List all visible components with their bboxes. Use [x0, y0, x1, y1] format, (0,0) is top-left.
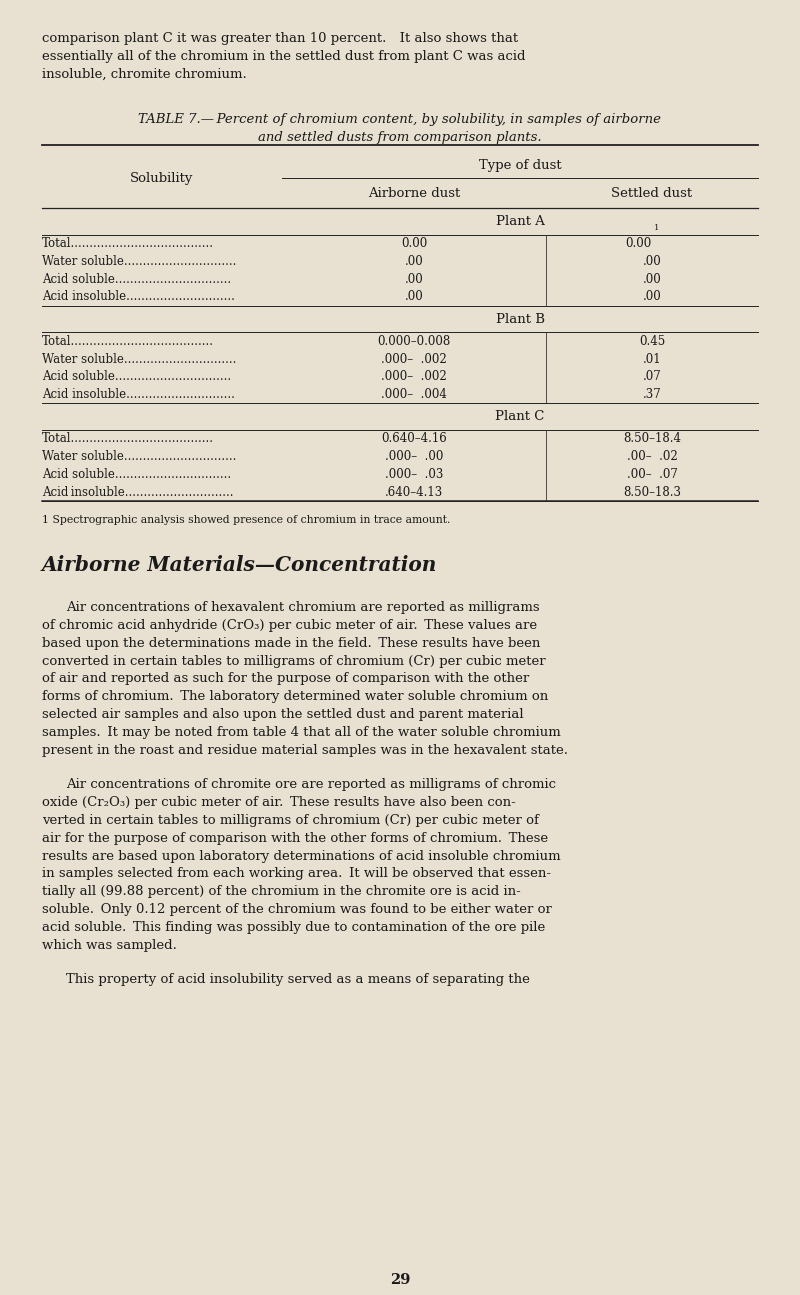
Text: 8.50–18.3: 8.50–18.3: [623, 486, 681, 499]
Text: tially all (99.88 percent) of the chromium in the chromite ore is acid in-: tially all (99.88 percent) of the chromi…: [42, 886, 521, 899]
Text: Acid insoluble.............................: Acid insoluble..........................…: [42, 486, 234, 499]
Text: .00: .00: [405, 290, 423, 303]
Text: .000–  .002: .000– .002: [381, 352, 447, 365]
Text: Airborne dust: Airborne dust: [368, 186, 460, 199]
Text: TABLE 7.— Percent of chromium content, by solubility, in samples of airborne: TABLE 7.— Percent of chromium content, b…: [138, 114, 662, 127]
Text: .00: .00: [642, 273, 662, 286]
Text: of chromic acid anhydride (CrO₃) per cubic meter of air. These values are: of chromic acid anhydride (CrO₃) per cub…: [42, 619, 537, 632]
Text: results are based upon laboratory determinations of acid insoluble chromium: results are based upon laboratory determ…: [42, 850, 561, 862]
Text: Plant B: Plant B: [495, 313, 545, 326]
Text: 0.00: 0.00: [626, 237, 652, 250]
Text: samples. It may be noted from table 4 that all of the water soluble chromium: samples. It may be noted from table 4 th…: [42, 725, 561, 738]
Text: selected air samples and also upon the settled dust and parent material: selected air samples and also upon the s…: [42, 708, 524, 721]
Text: converted in certain tables to milligrams of chromium (Cr) per cubic meter: converted in certain tables to milligram…: [42, 654, 546, 667]
Text: Acid soluble...............................: Acid soluble............................…: [42, 370, 231, 383]
Text: .000–  .03: .000– .03: [385, 467, 443, 480]
Text: soluble. Only 0.12 percent of the chromium was found to be either water or: soluble. Only 0.12 percent of the chromi…: [42, 903, 552, 916]
Text: Water soluble..............................: Water soluble...........................…: [42, 451, 236, 464]
Text: forms of chromium. The laboratory determined water soluble chromium on: forms of chromium. The laboratory determ…: [42, 690, 548, 703]
Text: 8.50–18.4: 8.50–18.4: [623, 433, 681, 445]
Text: Water soluble..............................: Water soluble...........................…: [42, 255, 236, 268]
Text: air for the purpose of comparison with the other forms of chromium. These: air for the purpose of comparison with t…: [42, 831, 548, 844]
Text: present in the roast and residue material samples was in the hexavalent state.: present in the roast and residue materia…: [42, 743, 568, 756]
Text: .07: .07: [642, 370, 662, 383]
Text: oxide (Cr₂O₃) per cubic meter of air. These results have also been con-: oxide (Cr₂O₃) per cubic meter of air. Th…: [42, 796, 516, 809]
Text: .00–  .07: .00– .07: [626, 467, 678, 480]
Text: Solubility: Solubility: [130, 171, 194, 185]
Text: .640–4.13: .640–4.13: [385, 486, 443, 499]
Text: .01: .01: [642, 352, 662, 365]
Text: Acid soluble...............................: Acid soluble............................…: [42, 467, 231, 480]
Text: 1 Spectrographic analysis showed presence of chromium in trace amount.: 1 Spectrographic analysis showed presenc…: [42, 515, 450, 526]
Text: Settled dust: Settled dust: [611, 186, 693, 199]
Text: .00–  .02: .00– .02: [626, 451, 678, 464]
Text: comparison plant C it was greater than 10 percent. It also shows that: comparison plant C it was greater than 1…: [42, 32, 518, 45]
Text: Acid insoluble.............................: Acid insoluble..........................…: [42, 290, 235, 303]
Text: which was sampled.: which was sampled.: [42, 939, 177, 952]
Text: Water soluble..............................: Water soluble...........................…: [42, 352, 236, 365]
Text: based upon the determinations made in the field. These results have been: based upon the determinations made in th…: [42, 637, 540, 650]
Text: .000–  .00: .000– .00: [385, 451, 443, 464]
Text: acid soluble. This finding was possibly due to contamination of the ore pile: acid soluble. This finding was possibly …: [42, 921, 546, 934]
Text: 0.640–4.16: 0.640–4.16: [381, 433, 447, 445]
Text: Total......................................: Total...................................…: [42, 433, 214, 445]
Text: .000–  .002: .000– .002: [381, 370, 447, 383]
Text: Plant A: Plant A: [495, 215, 545, 228]
Text: .00: .00: [642, 290, 662, 303]
Text: Air concentrations of hexavalent chromium are reported as milligrams: Air concentrations of hexavalent chromiu…: [66, 601, 540, 614]
Text: .00: .00: [405, 273, 423, 286]
Text: .000–  .004: .000– .004: [381, 388, 447, 401]
Text: Airborne Materials—Concentration: Airborne Materials—Concentration: [42, 556, 438, 575]
Text: .00: .00: [405, 255, 423, 268]
Text: Total......................................: Total...................................…: [42, 237, 214, 250]
Text: and settled dusts from comparison plants.: and settled dusts from comparison plants…: [258, 131, 542, 144]
Text: verted in certain tables to milligrams of chromium (Cr) per cubic meter of: verted in certain tables to milligrams o…: [42, 815, 539, 828]
Text: of air and reported as such for the purpose of comparison with the other: of air and reported as such for the purp…: [42, 672, 530, 685]
Text: in samples selected from each working area. It will be observed that essen-: in samples selected from each working ar…: [42, 868, 551, 881]
Text: Acid soluble...............................: Acid soluble............................…: [42, 273, 231, 286]
Text: 1: 1: [654, 224, 659, 232]
Text: .00: .00: [642, 255, 662, 268]
Text: 0.00: 0.00: [401, 237, 427, 250]
Text: Plant C: Plant C: [495, 411, 545, 423]
Text: 29: 29: [390, 1273, 410, 1287]
Text: .37: .37: [642, 388, 662, 401]
Text: Air concentrations of chromite ore are reported as milligrams of chromic: Air concentrations of chromite ore are r…: [66, 778, 556, 791]
Text: 0.000–0.008: 0.000–0.008: [378, 334, 450, 348]
Text: insoluble, chromite chromium.: insoluble, chromite chromium.: [42, 67, 246, 80]
Text: Type of dust: Type of dust: [478, 158, 562, 171]
Text: This property of acid insolubility served as a means of separating the: This property of acid insolubility serve…: [66, 974, 530, 987]
Text: Total......................................: Total...................................…: [42, 334, 214, 348]
Text: 0.45: 0.45: [639, 334, 665, 348]
Text: Acid insoluble.............................: Acid insoluble..........................…: [42, 388, 235, 401]
Text: essentially all of the chromium in the settled dust from plant C was acid: essentially all of the chromium in the s…: [42, 49, 526, 62]
